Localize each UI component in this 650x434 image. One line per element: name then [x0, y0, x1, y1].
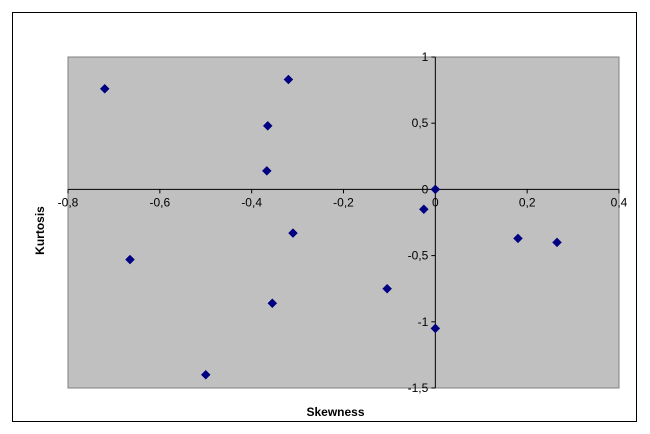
data-point [430, 323, 441, 334]
data-point [430, 184, 441, 195]
x-tick-label: -0,2 [333, 195, 354, 209]
x-tick-label: -0,6 [149, 195, 170, 209]
data-point [200, 369, 211, 380]
data-point [262, 120, 273, 131]
y-tick-label: -0,5 [408, 249, 429, 263]
data-point [419, 204, 429, 215]
y-tick-label: 0 [422, 182, 429, 196]
plot-area [67, 56, 620, 389]
x-tick-label: 0 [432, 195, 439, 209]
x-tick-labels: -0,8 -0,6 -0,4 -0,2 0 0,2 0,4 [58, 195, 628, 209]
data-point [125, 254, 135, 265]
data-point [261, 166, 272, 176]
y-tick-label: 1 [422, 50, 429, 64]
y-tick-label: -1,5 [408, 381, 429, 395]
data-point [99, 83, 110, 94]
y-axis-title: Kurtosis [33, 206, 47, 255]
data-point [288, 228, 298, 238]
data-point [283, 74, 294, 85]
x-tick-label: 0,4 [611, 195, 628, 209]
x-axis-title: Skewness [306, 405, 364, 419]
data-point [513, 233, 523, 244]
data-point [382, 283, 392, 294]
x-tick-label: 0,2 [519, 195, 536, 209]
data-points [99, 74, 562, 380]
y-tick-label: -1 [418, 315, 429, 329]
x-tick-label: -0,8 [58, 195, 79, 209]
data-point [267, 298, 278, 309]
y-tick-label: 0,5 [412, 116, 429, 130]
data-point [552, 237, 562, 248]
x-tick-label: -0,4 [241, 195, 262, 209]
y-tick-labels: 1 0,5 0 -0,5 -1 -1,5 [408, 50, 429, 395]
